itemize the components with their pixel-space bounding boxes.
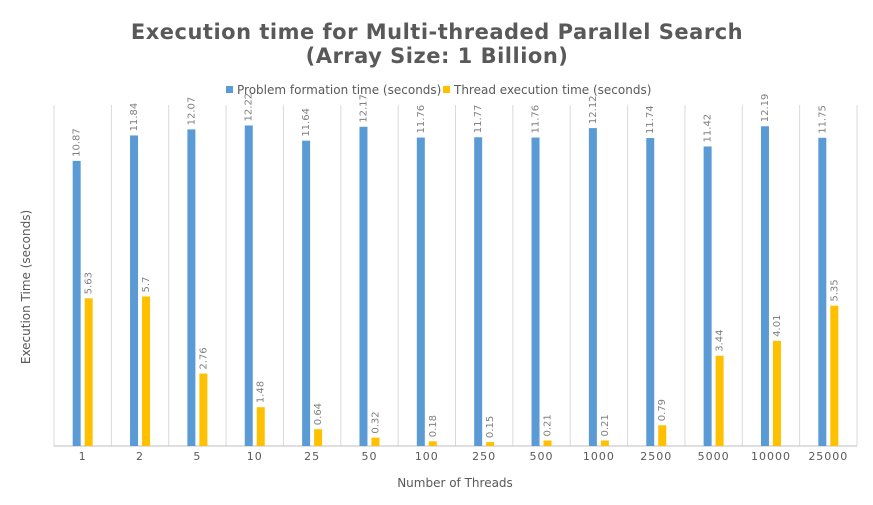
data-label: 5.63 <box>84 272 95 294</box>
x-tick-labels: 1 2 5 10 25 50 100 250 500 1000 2500 5000 10000 25000 <box>79 450 848 463</box>
bar-problem-formation-50 <box>359 126 368 446</box>
legend: Problem formation time (seconds) Thread … <box>226 83 651 97</box>
bar-thread-execution-1000 <box>600 440 609 446</box>
bar-problem-formation-10000 <box>760 126 769 447</box>
bar-problem-formation-250 <box>474 137 483 446</box>
x-tick-label: 2500 <box>640 450 672 463</box>
data-label: 11.64 <box>301 108 312 137</box>
bar-problem-formation-500 <box>531 137 540 446</box>
bar-problem-formation-10 <box>244 125 253 447</box>
data-label: 11.77 <box>473 105 484 134</box>
y-axis-title: Execution Time (seconds) <box>19 210 33 364</box>
bar-problem-formation-2 <box>130 135 139 447</box>
data-label: 12.19 <box>760 94 771 123</box>
data-label: 0.15 <box>485 416 496 438</box>
x-tick-label: 1 <box>79 450 87 463</box>
data-label: 12.07 <box>186 97 197 126</box>
chart-title-line-2: (Array Size: 1 Billion) <box>306 44 569 68</box>
data-label: 5.7 <box>141 277 152 293</box>
data-label: 11.75 <box>817 105 828 134</box>
data-label: 12.12 <box>588 95 599 124</box>
x-tick-label: 2 <box>136 450 144 463</box>
bar-problem-formation-25 <box>302 140 311 447</box>
x-tick-label: 250 <box>472 450 496 463</box>
x-axis-title: Number of Threads <box>397 476 513 490</box>
data-label: 4.01 <box>772 315 783 337</box>
data-label: 1.48 <box>256 381 267 403</box>
x-tick-label: 25 <box>304 450 320 463</box>
data-label: 0.18 <box>428 415 439 437</box>
data-label: 3.44 <box>715 330 726 352</box>
data-label: 12.22 <box>244 93 255 122</box>
data-label: 0.64 <box>313 403 324 425</box>
bar-thread-execution-2 <box>142 296 151 446</box>
data-label: 11.42 <box>703 114 714 143</box>
bar-thread-execution-500 <box>543 440 552 446</box>
x-tick-label: 5 <box>193 450 201 463</box>
data-label: 5.35 <box>829 279 840 301</box>
legend-label-thread-execution: Thread execution time (seconds) <box>453 83 651 97</box>
x-tick-label: 25000 <box>808 450 848 463</box>
legend-swatch-thread-execution <box>443 86 450 93</box>
x-tick-label: 5000 <box>698 450 730 463</box>
bar-problem-formation-25000 <box>818 137 827 447</box>
bar-thread-execution-1 <box>84 298 93 446</box>
bar-problem-formation-100 <box>416 137 425 446</box>
data-label: 0.79 <box>657 399 668 421</box>
x-tick-label: 1000 <box>583 450 615 463</box>
x-tick-label: 100 <box>415 450 439 463</box>
bar-thread-execution-100 <box>428 441 437 446</box>
data-label: 0.21 <box>600 414 611 436</box>
bar-thread-execution-10000 <box>772 340 781 446</box>
bar-thread-execution-50 <box>371 437 380 446</box>
chart-title-line-1: Execution time for Multi-threaded Parall… <box>131 20 743 44</box>
data-label: 11.74 <box>645 105 656 134</box>
bar-problem-formation-1000 <box>588 128 597 447</box>
data-label: 11.76 <box>531 105 542 134</box>
bar-thread-execution-25000 <box>830 305 839 446</box>
bars <box>72 125 839 447</box>
bar-thread-execution-5000 <box>715 355 724 446</box>
data-label: 11.76 <box>416 105 427 134</box>
category-gridlines <box>53 105 858 446</box>
data-label: 11.84 <box>129 103 140 132</box>
bar-thread-execution-25 <box>314 429 323 446</box>
bar-thread-execution-250 <box>486 442 495 446</box>
bar-problem-formation-2500 <box>646 138 655 446</box>
data-labels: 10.87 5.63 11.84 5.7 12.07 2.76 12.22 1.48 11.64… <box>72 93 841 438</box>
x-tick-label: 50 <box>361 450 377 463</box>
bar-problem-formation-1 <box>72 160 81 447</box>
data-label: 10.87 <box>72 128 83 157</box>
legend-label-problem-formation: Problem formation time (seconds) <box>237 83 441 97</box>
data-label: 2.76 <box>198 347 209 369</box>
data-label: 12.17 <box>358 94 369 123</box>
data-label: 0.21 <box>543 414 554 436</box>
legend-swatch-problem-formation <box>226 86 233 93</box>
bar-problem-formation-5 <box>187 129 196 446</box>
x-tick-label: 10 <box>247 450 263 463</box>
bar-problem-formation-5000 <box>703 146 712 446</box>
bar-thread-execution-10 <box>256 407 265 446</box>
bar-thread-execution-2500 <box>658 425 667 446</box>
bar-thread-execution-5 <box>199 373 208 446</box>
x-tick-label: 500 <box>530 450 554 463</box>
data-label: 0.32 <box>370 411 381 433</box>
x-tick-label: 10000 <box>751 450 791 463</box>
